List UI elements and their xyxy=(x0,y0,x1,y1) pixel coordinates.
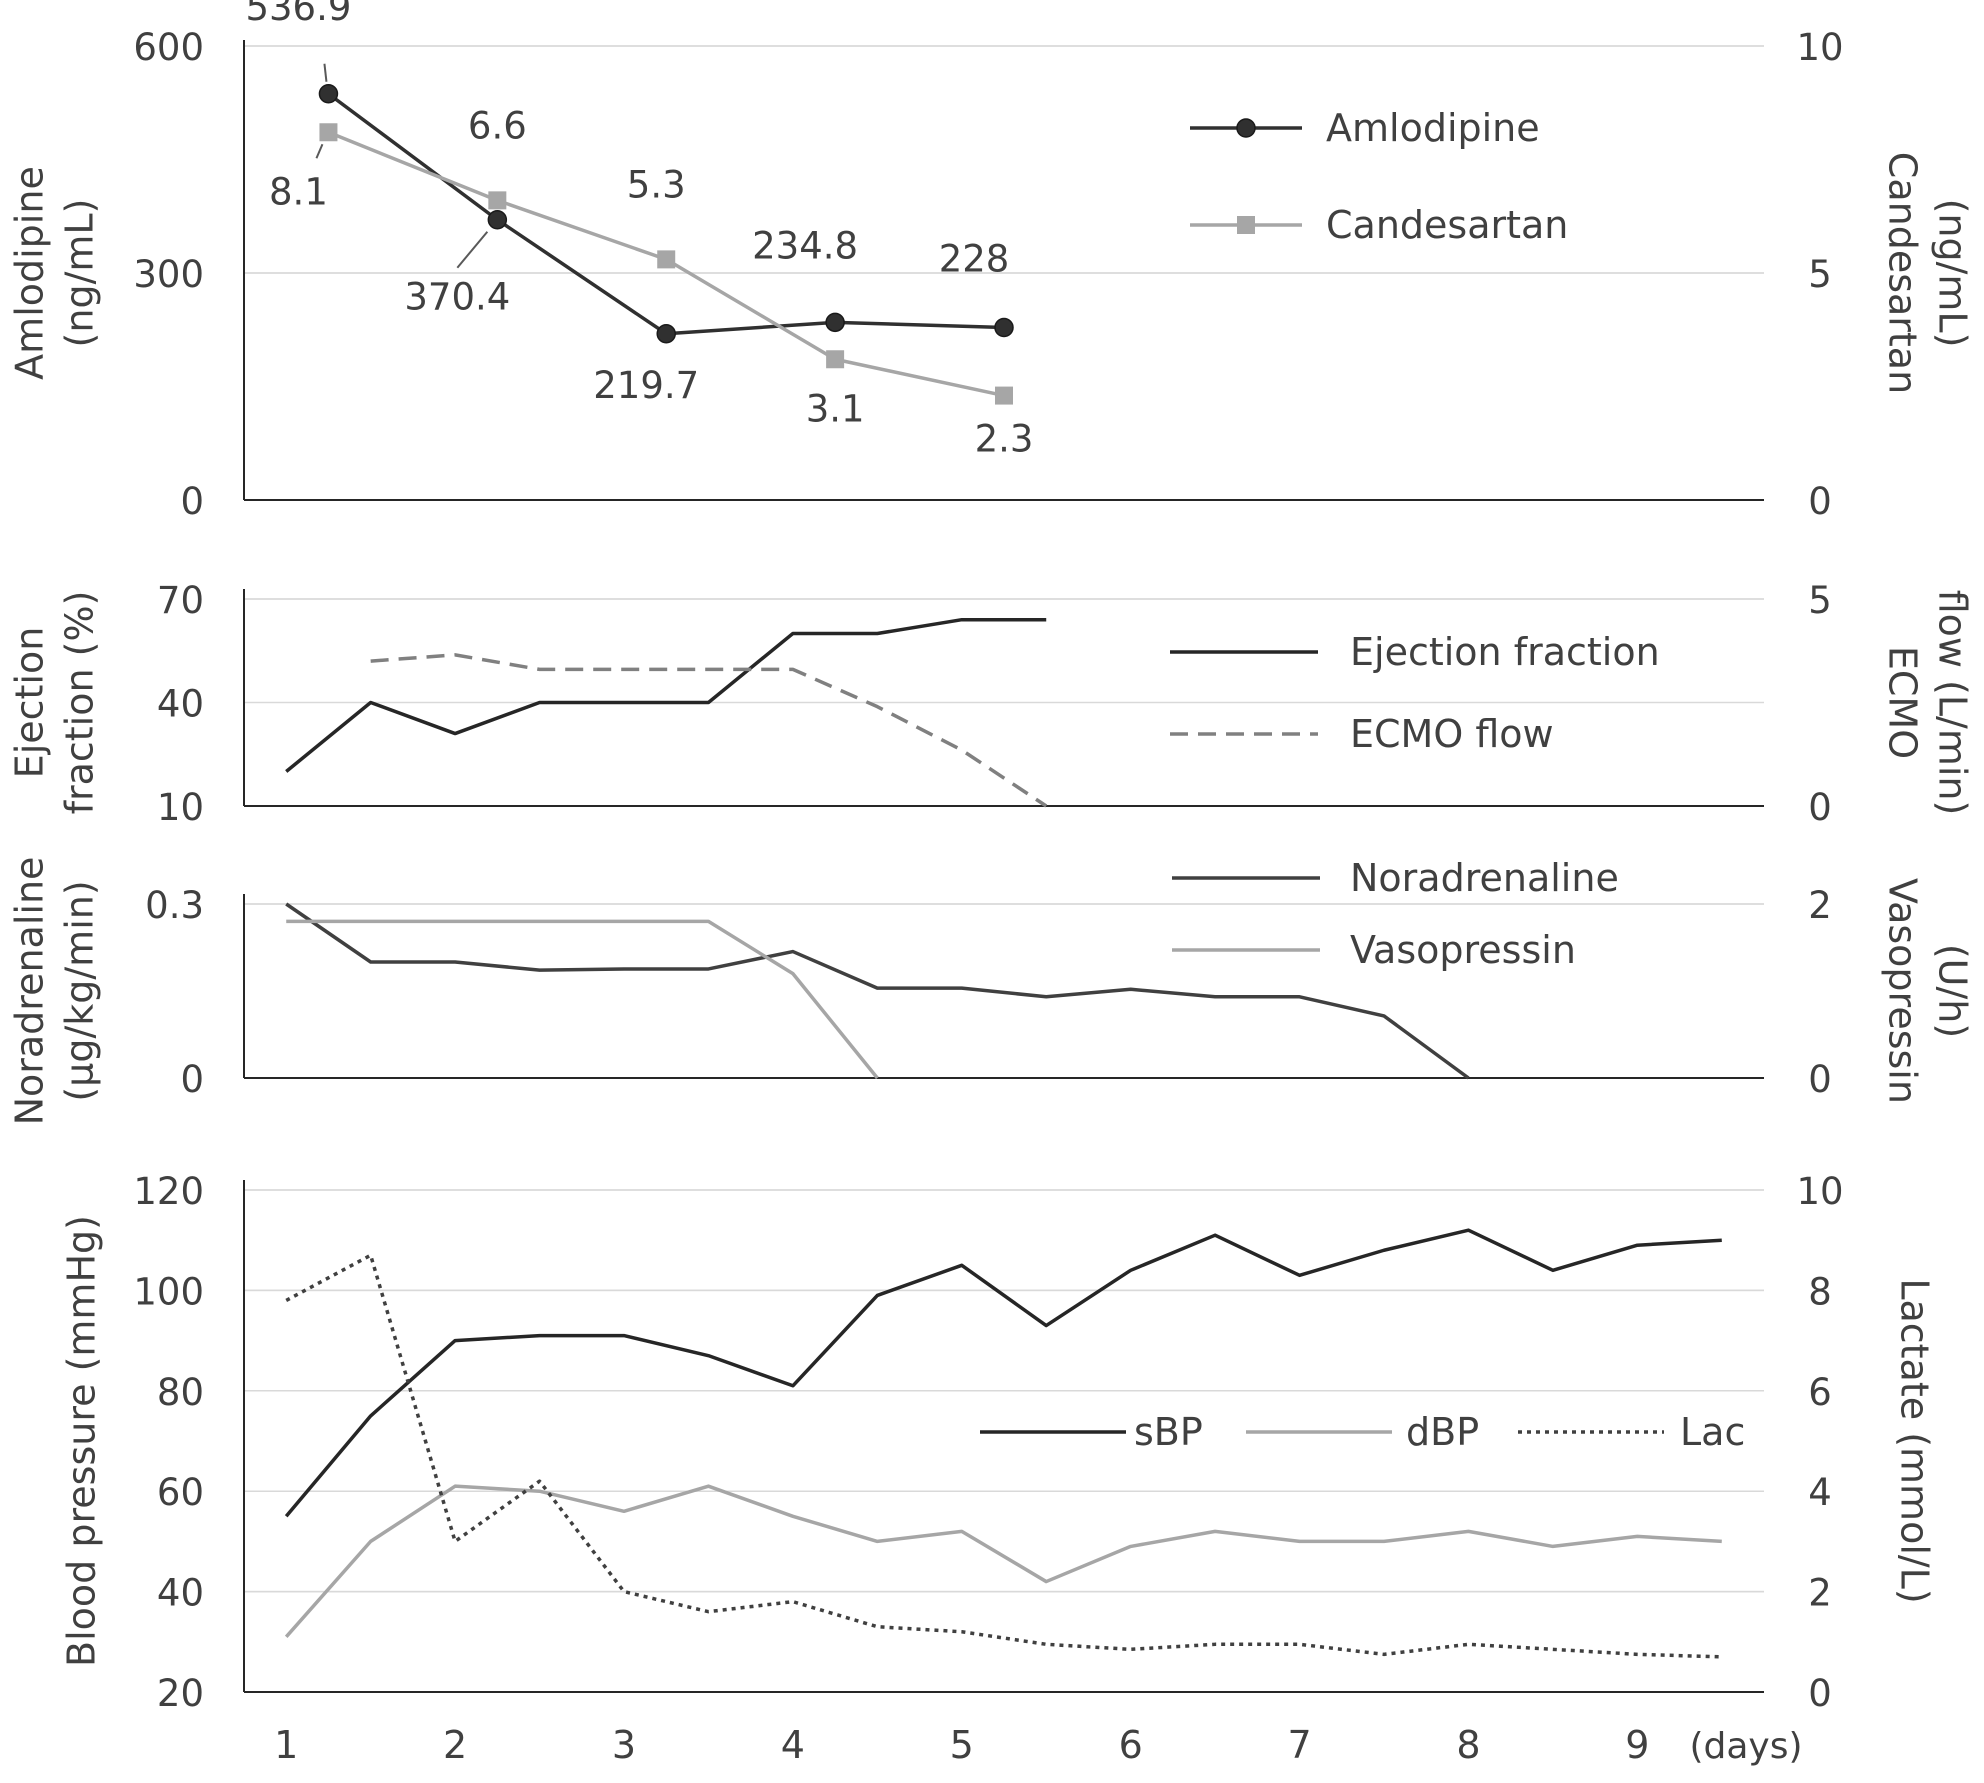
y2-tick-label: 0 xyxy=(1808,1672,1832,1715)
y-tick-label: 0 xyxy=(180,1058,204,1101)
series-line-noradrenaline xyxy=(285,902,1470,1080)
y-tick-label: 40 xyxy=(157,1572,204,1615)
series-line-dbp xyxy=(284,1484,1722,1638)
data-point xyxy=(487,209,508,230)
y2-axis-title: (U/h) xyxy=(1931,944,1975,1038)
x-tick-label: 2 xyxy=(443,1723,467,1767)
series-line-ecmo-flow xyxy=(370,653,1048,808)
series-line-lac xyxy=(285,1253,1722,1659)
series-line-ejection-fraction xyxy=(285,617,1047,773)
data-point xyxy=(656,324,676,344)
x-tick-label: 5 xyxy=(950,1723,974,1767)
leader-line xyxy=(456,231,489,269)
data-label: 536.9 xyxy=(245,0,351,29)
legend-label: Lac xyxy=(1680,1410,1745,1454)
legend-label: Noradrenaline xyxy=(1350,856,1619,900)
data-point xyxy=(319,123,338,142)
y-axis-title: (μg/kg/min) xyxy=(58,880,102,1101)
y2-axis-title: ECMO xyxy=(1881,646,1925,759)
y-axis-title: fraction (%) xyxy=(58,591,102,815)
y2-tick-label: 0 xyxy=(1808,480,1832,523)
data-label: 3.1 xyxy=(806,387,865,430)
y-tick-label: 0 xyxy=(180,480,204,523)
legend-marker xyxy=(1236,118,1256,138)
y-tick-label: 20 xyxy=(157,1672,204,1715)
y-axis-title: Blood pressure (mmHg) xyxy=(60,1215,104,1667)
data-point xyxy=(318,83,339,104)
y-tick-label: 70 xyxy=(157,579,204,622)
data-point xyxy=(994,317,1014,338)
y-tick-label: 60 xyxy=(157,1471,204,1514)
y-tick-label: 10 xyxy=(157,786,204,829)
legend-label: dBP xyxy=(1406,1410,1479,1454)
data-label: 8.1 xyxy=(269,170,328,213)
data-label: 219.7 xyxy=(593,364,699,407)
y-tick-label: 600 xyxy=(133,26,204,69)
x-tick-label: 1 xyxy=(274,1723,298,1767)
series-line-vasopressin xyxy=(286,919,879,1080)
y2-tick-label: 0 xyxy=(1808,1058,1832,1101)
x-tick-label: 4 xyxy=(781,1723,805,1767)
y2-axis-title: Lactate (mmol/L) xyxy=(1893,1278,1937,1603)
y2-tick-label: 6 xyxy=(1808,1371,1832,1414)
y-tick-label: 100 xyxy=(133,1270,204,1313)
data-point xyxy=(995,386,1013,405)
y-tick-label: 40 xyxy=(157,683,204,726)
y2-axis-title: (ng/mL) xyxy=(1931,199,1975,348)
data-point xyxy=(657,250,676,269)
y2-axis-title: flow (L/min) xyxy=(1931,590,1975,816)
y-tick-label: 0.3 xyxy=(145,884,204,927)
data-point xyxy=(488,191,507,210)
legend-label: Vasopressin xyxy=(1350,928,1576,972)
x-tick-label: 6 xyxy=(1119,1723,1143,1767)
y2-axis-title: Candesartan xyxy=(1881,152,1925,394)
y2-tick-label: 0 xyxy=(1808,786,1832,829)
legend-label: Amlodipine xyxy=(1326,106,1540,150)
leader-line xyxy=(315,143,324,159)
y2-tick-label: 10 xyxy=(1796,26,1843,69)
x-tick-label: 3 xyxy=(612,1723,636,1767)
legend-label: ECMO flow xyxy=(1350,712,1554,756)
data-label: 370.4 xyxy=(404,276,510,319)
y2-tick-label: 4 xyxy=(1808,1471,1832,1514)
y-axis-title: Ejection xyxy=(8,627,52,779)
data-label: 2.3 xyxy=(975,418,1034,461)
x-tick-label: 7 xyxy=(1287,1723,1311,1767)
data-label: 228 xyxy=(939,237,1010,280)
x-tick-label: 9 xyxy=(1625,1723,1649,1767)
y2-tick-label: 2 xyxy=(1808,1572,1832,1615)
legend-label: Ejection fraction xyxy=(1350,630,1660,674)
x-axis-unit: (days) xyxy=(1689,1726,1802,1767)
y-tick-label: 300 xyxy=(133,253,204,296)
series-line-sbp xyxy=(284,1228,1722,1518)
legend-label: Candesartan xyxy=(1326,203,1568,247)
data-point xyxy=(826,350,845,369)
data-label: 234.8 xyxy=(752,224,858,267)
y-tick-label: 80 xyxy=(157,1371,204,1414)
y2-axis-title: Vasopressin xyxy=(1881,878,1925,1104)
y2-tick-label: 10 xyxy=(1796,1170,1843,1213)
y-axis-title: (ng/mL) xyxy=(58,199,102,348)
y2-tick-label: 5 xyxy=(1808,253,1832,296)
data-label: 6.6 xyxy=(468,104,527,147)
y-tick-label: 120 xyxy=(133,1170,204,1213)
data-point xyxy=(825,312,845,333)
legend-marker xyxy=(1237,216,1255,234)
y2-tick-label: 5 xyxy=(1808,579,1832,622)
x-tick-label: 8 xyxy=(1456,1723,1480,1767)
y-axis-title: Noradrenaline xyxy=(8,857,52,1126)
y-axis-title: Amlodipine xyxy=(8,166,52,380)
y2-tick-label: 2 xyxy=(1808,884,1832,927)
legend-label: sBP xyxy=(1134,1410,1203,1454)
data-label: 5.3 xyxy=(627,163,686,206)
leader-line xyxy=(323,63,328,82)
y2-tick-label: 8 xyxy=(1808,1270,1832,1313)
